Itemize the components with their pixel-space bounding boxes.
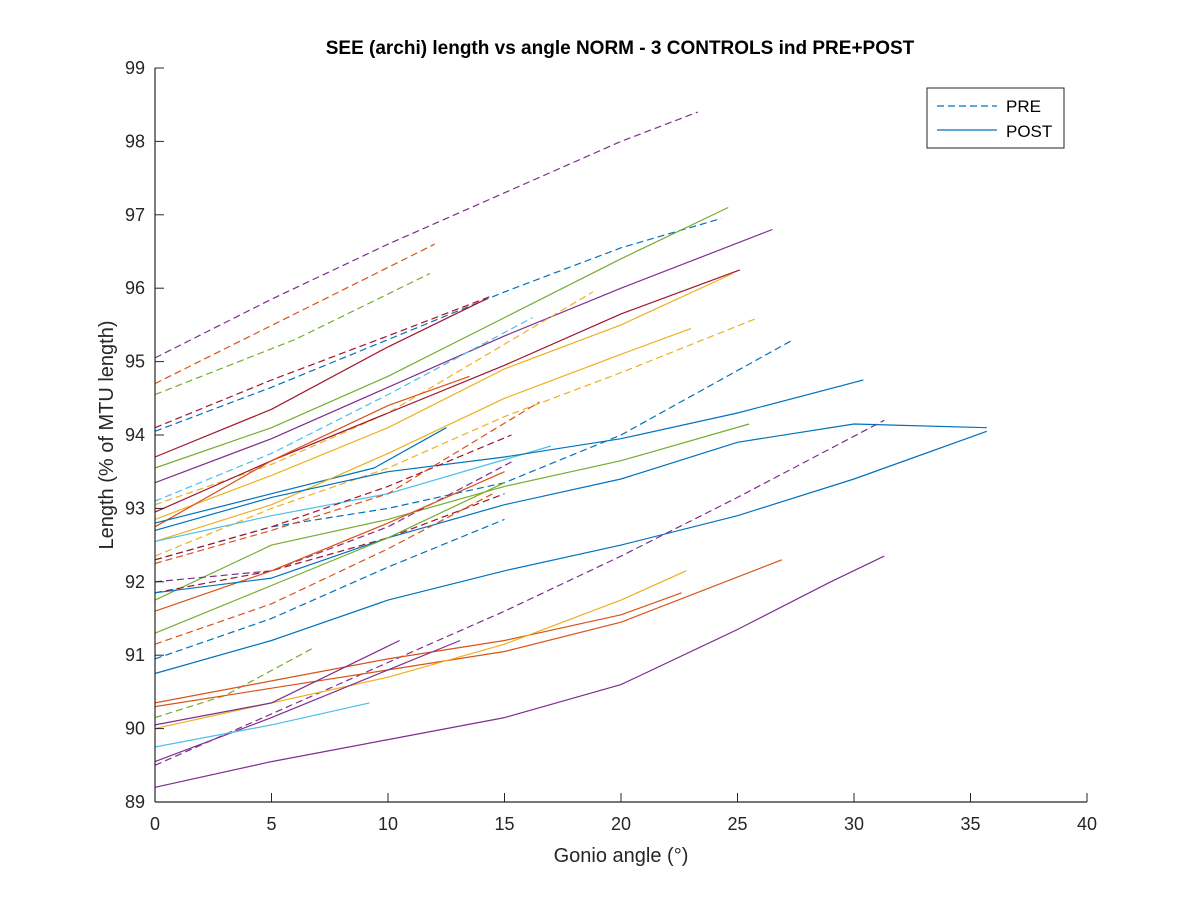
x-tick-label: 15 [494,814,514,834]
post-series-line-25 [154,423,987,594]
y-tick-label: 99 [125,58,145,78]
y-axis-label: Length (% of MTU length) [96,321,118,550]
x-tick-label: 40 [1077,814,1097,834]
legend-box [926,87,1065,149]
post-series-line-35 [154,639,400,726]
legend: PRE POST [926,87,1065,149]
post-series-line-26 [154,482,505,634]
post-series-line-7 [154,228,773,484]
x-axis-ticks: 0 5 10 15 20 25 30 35 40 [150,793,1097,834]
x-tick-label: 10 [378,814,398,834]
x-tick-label: 30 [844,814,864,834]
chart-title: SEE (archi) length vs angle NORM - 3 CON… [326,38,915,59]
x-tick-label: 35 [960,814,980,834]
post-series-line-38 [154,555,885,788]
pre-series-line-9 [154,291,594,506]
post-series-line-17 [154,379,864,531]
x-tick-label: 5 [266,814,276,834]
pre-series-line-28 [154,518,505,660]
post-series-line-24 [154,471,505,612]
post-series-line-36 [154,639,461,763]
pre-series-line-31 [154,647,314,719]
post-series-line-32 [154,592,682,704]
y-tick-label: 92 [125,572,145,592]
post-series-line-10 [154,269,741,513]
post-series-line-16 [154,445,552,542]
legend-label-post: POST [1006,122,1052,141]
pre-series-line-19 [154,434,512,561]
plot-series-group [154,111,988,788]
post-series-line-13 [154,427,447,524]
legend-label-pre: PRE [1006,97,1041,116]
post-series-line-37 [154,702,370,748]
pre-series-line-2 [154,272,431,396]
pre-series-line-3 [154,217,722,432]
post-series-line-5 [154,298,487,458]
y-tick-label: 97 [125,205,145,225]
y-tick-label: 94 [125,425,145,445]
post-series-line-14 [154,328,692,542]
pre-series-line-15 [154,317,759,557]
y-tick-label: 96 [125,278,145,298]
post-series-line-34 [154,570,687,730]
pre-series-line-1 [154,243,435,385]
pre-series-line-20 [154,401,540,565]
pre-series-line-22 [154,460,515,583]
post-series-line-21 [154,423,750,601]
x-tick-label: 25 [727,814,747,834]
pre-series-line-30 [154,419,885,766]
pre-series-line-27 [154,493,494,645]
pre-series-line-23 [154,493,505,594]
pre-series-line-0 [154,111,699,359]
post-series-line-6 [154,206,729,469]
y-tick-label: 93 [125,498,145,518]
x-tick-label: 0 [150,814,160,834]
post-series-line-11 [154,272,734,520]
post-series-line-29 [154,430,988,675]
pre-series-line-4 [154,294,494,429]
y-tick-label: 95 [125,352,145,372]
y-axis-ticks: 89 90 91 92 93 94 95 96 97 98 99 [125,58,164,812]
y-tick-label: 98 [125,131,145,151]
y-tick-label: 91 [125,645,145,665]
post-series-line-12 [154,375,470,528]
y-tick-label: 89 [125,792,145,812]
pre-series-line-8 [154,317,533,502]
x-axis-label: Gonio angle (°) [554,845,689,867]
y-tick-label: 90 [125,719,145,739]
x-tick-label: 20 [611,814,631,834]
